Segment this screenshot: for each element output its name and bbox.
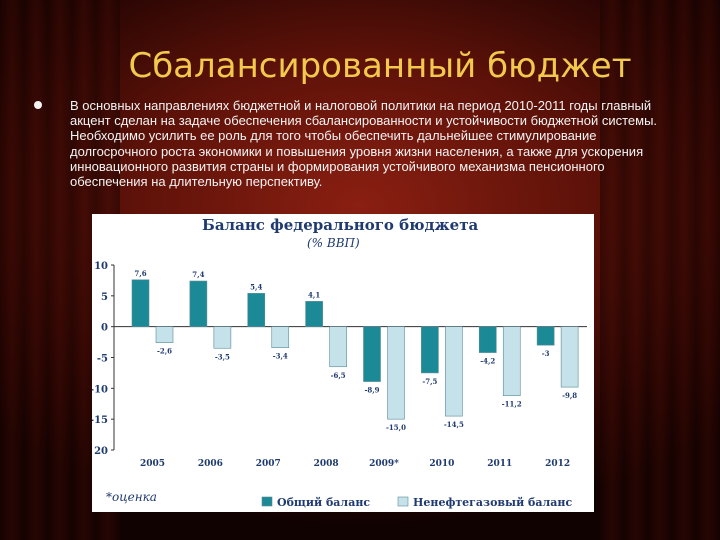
bar-total-2006 (189, 280, 208, 327)
data-label: -3 (542, 349, 550, 358)
paragraph-text: В основных направлениях бюджетной и нало… (70, 98, 658, 190)
bar-nonoil-2007 (271, 326, 290, 348)
bar-nonoil-2006 (213, 326, 232, 349)
y-tick-label: -10 (92, 384, 108, 395)
data-label: -7,5 (422, 377, 437, 386)
bar-nonoil-2008 (329, 326, 347, 368)
data-label: -11,2 (502, 400, 522, 409)
bar-total-2012 (536, 326, 555, 346)
x-tick-label: 2008 (314, 459, 339, 469)
curtain-right-decoration (600, 0, 720, 540)
data-label: -3,5 (215, 352, 230, 361)
bullet-icon (34, 101, 42, 109)
y-tick-label: 20 (94, 446, 108, 457)
legend-swatch (261, 496, 273, 507)
x-tick-label: 2011 (487, 459, 512, 469)
data-label: -15,0 (386, 423, 406, 432)
bullet-paragraph: В основных направлениях бюджетной и нало… (34, 98, 664, 189)
data-label: 4,1 (308, 290, 320, 299)
y-tick-label: -5 (97, 354, 108, 365)
chart-container: Баланс федерального бюджета (% ВВП) 10 5 0… (90, 214, 594, 512)
bar-nonoil-2012 (560, 326, 579, 388)
data-label: -6,5 (331, 371, 346, 380)
x-tick-label: 2007 (256, 459, 281, 469)
bar-total-2010 (421, 326, 439, 374)
data-label: -14,5 (444, 420, 464, 429)
x-tick-label: 2010 (429, 459, 454, 469)
data-label: 5,4 (250, 282, 262, 291)
y-tick-label: -15 (92, 415, 108, 426)
x-tick-label: 2012 (545, 459, 570, 469)
y-tick-label: 10 (94, 261, 108, 272)
legend-label: Ненефтегазовый баланс (413, 496, 572, 509)
bar-nonoil-2009* (387, 326, 405, 420)
data-label: -4,2 (480, 357, 495, 366)
bar-nonoil-2005 (155, 326, 174, 343)
bar-total-2007 (247, 293, 266, 327)
y-tick-label: 5 (101, 292, 108, 303)
x-tick-label: 2009* (369, 459, 399, 469)
x-tick-label: 2006 (198, 459, 223, 469)
data-label: -2,6 (157, 347, 172, 356)
bar-total-2008 (305, 301, 323, 327)
data-label: -8,9 (364, 386, 379, 395)
y-tick-label: 0 (101, 323, 108, 334)
chart-title: Баланс федерального бюджета (202, 216, 479, 234)
bar-nonoil-2010 (445, 326, 463, 417)
data-label: 7,6 (134, 269, 146, 278)
bar-nonoil-2011 (502, 326, 521, 397)
slide-title: Сбалансированный бюджет (128, 46, 632, 86)
data-label: 7,4 (192, 270, 204, 279)
legend-label: Общий баланс (277, 496, 370, 509)
x-tick-label: 2005 (140, 459, 165, 469)
bar-total-2011 (478, 326, 497, 353)
budget-balance-chart: Баланс федерального бюджета (% ВВП) 10 5 0… (90, 216, 587, 509)
data-label: -3,4 (273, 352, 288, 361)
bar-total-2005 (131, 279, 150, 327)
legend-swatch (397, 496, 409, 507)
chart-subtitle: (% ВВП) (307, 236, 360, 250)
data-label: -9,8 (562, 391, 577, 400)
chart-footnote: *оценка (106, 490, 157, 504)
bar-total-2009* (363, 326, 381, 382)
